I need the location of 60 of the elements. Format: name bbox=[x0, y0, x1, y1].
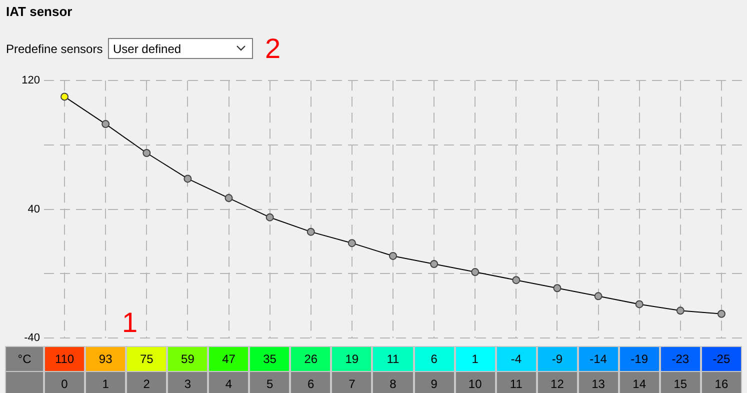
point bbox=[594, 292, 602, 300]
x-tick-label: 15 bbox=[660, 371, 701, 393]
data-label: 6 bbox=[414, 346, 455, 372]
data-label: -23 bbox=[660, 346, 701, 372]
data-label: 11 bbox=[372, 346, 414, 372]
data-label: 59 bbox=[167, 346, 208, 372]
text: User defined bbox=[113, 42, 182, 56]
point bbox=[266, 213, 274, 222]
point bbox=[306, 228, 315, 236]
point bbox=[676, 306, 684, 315]
point bbox=[142, 148, 151, 157]
point bbox=[430, 260, 438, 268]
x-tick-label: 16 bbox=[700, 371, 742, 393]
chart-title: IAT sensor bbox=[6, 4, 72, 19]
y-tick-label: -40 bbox=[24, 332, 40, 344]
data-label: -25 bbox=[700, 346, 742, 372]
point bbox=[184, 174, 192, 183]
data-label: -14 bbox=[578, 346, 619, 372]
point bbox=[471, 268, 480, 276]
text: Predefine sensors bbox=[6, 42, 103, 56]
x-tick-label: 7 bbox=[331, 371, 372, 393]
point bbox=[224, 194, 233, 202]
x-tick-label: 12 bbox=[536, 371, 578, 393]
x-tick-label: 11 bbox=[496, 371, 537, 393]
x-tick-label: 4 bbox=[208, 371, 250, 393]
x-tick-label: 8 bbox=[372, 371, 414, 393]
x-tick-label: 13 bbox=[578, 371, 619, 393]
point bbox=[348, 239, 356, 248]
annotation: 1 bbox=[122, 307, 138, 339]
x-tick-label: 1 bbox=[85, 371, 126, 393]
y-axis-title: °C bbox=[5, 346, 44, 372]
data-label: -9 bbox=[536, 346, 578, 372]
y-tick-label: 40 bbox=[28, 203, 40, 216]
data-label: 93 bbox=[85, 346, 126, 372]
point bbox=[553, 284, 562, 292]
point bbox=[512, 276, 520, 284]
data-label: 26 bbox=[290, 346, 332, 372]
x-tick-label: 10 bbox=[454, 371, 496, 393]
data-label: 19 bbox=[331, 346, 372, 372]
data-label: 47 bbox=[208, 346, 250, 372]
data-label: 35 bbox=[249, 346, 290, 372]
x-tick-label: 9 bbox=[414, 371, 455, 393]
text: 2 bbox=[265, 33, 281, 65]
x-tick-label: 5 bbox=[249, 371, 290, 393]
y-tick-label: 120 bbox=[22, 74, 40, 87]
data-label: -19 bbox=[618, 346, 660, 372]
x-tick-label: 6 bbox=[290, 371, 332, 393]
data-label: 1 bbox=[454, 346, 496, 372]
point bbox=[102, 120, 110, 128]
point bbox=[60, 92, 69, 101]
data-label: 110 bbox=[44, 346, 86, 372]
point bbox=[717, 310, 726, 318]
x-tick-label: 3 bbox=[167, 371, 208, 393]
x-tick-label: 2 bbox=[126, 371, 168, 393]
x-tick-label: 0 bbox=[44, 371, 86, 393]
data-label: -4 bbox=[496, 346, 537, 372]
data-label: 75 bbox=[126, 346, 168, 372]
point bbox=[389, 252, 397, 260]
x-tick-label: 14 bbox=[618, 371, 660, 393]
point bbox=[635, 300, 644, 308]
